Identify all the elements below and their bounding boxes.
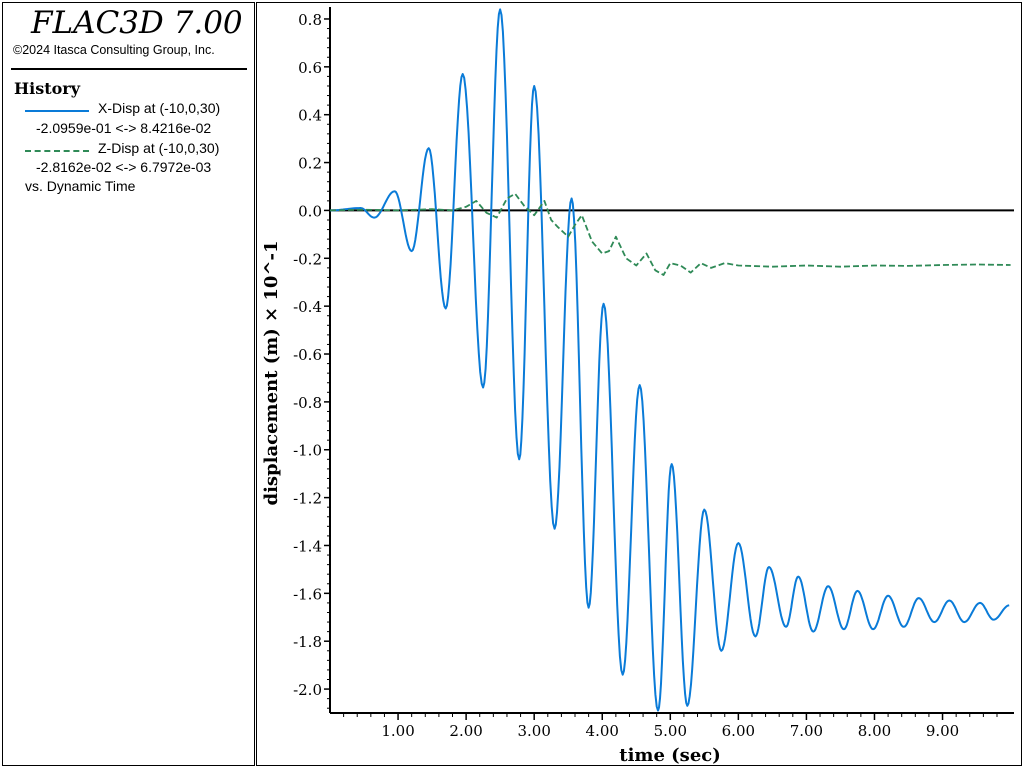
x-tick-label: 4.00	[586, 722, 619, 740]
legend-label-z-disp: Z-Disp at (-10,0,30)	[98, 140, 220, 156]
y-tick-label: -1.8	[293, 633, 322, 651]
x-tick-label: 9.00	[926, 722, 959, 740]
legend-range-z-disp: -2.8162e-02 <-> 6.7972e-03	[36, 159, 212, 175]
copyright-text: ©2024 Itasca Consulting Group, Inc.	[13, 43, 215, 57]
y-tick-label: -1.4	[293, 537, 322, 555]
series-group	[329, 8, 1011, 712]
y-tick-label: -1.2	[293, 490, 322, 508]
x-tick-label: 8.00	[858, 722, 891, 740]
legend-swatch-x-disp	[25, 110, 89, 112]
series-line-z-disp	[329, 192, 1011, 276]
x-tick-label: 6.00	[722, 722, 755, 740]
x-ticks-group: 1.00 2.00 3.00 4.00 5.00 6.00 7.00 8.00 9.00	[343, 713, 998, 740]
y-tick-label: -1.6	[293, 585, 322, 603]
legend-swatch-z-disp	[25, 150, 89, 152]
series-line-x-disp	[330, 8, 1010, 712]
legend-divider	[11, 68, 247, 70]
legend-section-title: History	[14, 79, 80, 98]
x-axis-label: time (sec)	[619, 745, 721, 765]
legend-panel: FLAC3D 7.00 ©2024 Itasca Consulting Grou…	[2, 2, 255, 766]
legend-range-x-disp: -2.0959e-01 <-> 8.4216e-02	[36, 120, 212, 136]
y-axis-label: displacement (m) × 10^-1	[261, 240, 282, 505]
y-tick-label: -2.0	[293, 681, 322, 699]
y-tick-label: -1.0	[293, 442, 322, 460]
y-tick-label: 0.0	[298, 202, 322, 220]
history-chart: 0.8 0.6 0.4 0.2 0.0 -0.2 -0.4 -0.6 -0.8 -1.0 -1.2 -…	[261, 7, 1014, 766]
y-tick-label: 0.4	[298, 107, 322, 125]
y-tick-label: -0.8	[293, 394, 322, 412]
y-tick-label: -0.2	[293, 250, 322, 268]
legend-label-x-disp: X-Disp at (-10,0,30)	[98, 100, 221, 116]
x-tick-label: 1.00	[381, 722, 414, 740]
y-tick-label: 0.2	[298, 155, 322, 173]
y-tick-label: -0.4	[293, 298, 322, 316]
axes-group	[329, 7, 1014, 714]
plot-panel: 0.8 0.6 0.4 0.2 0.0 -0.2 -0.4 -0.6 -0.8 -1.0 -1.2 -…	[256, 2, 1022, 766]
y-tick-label: -0.6	[293, 346, 322, 364]
x-tick-label: 2.00	[449, 722, 482, 740]
y-tick-label: 0.6	[298, 59, 322, 77]
y-tick-label: 0.8	[298, 11, 322, 29]
legend-footer: vs. Dynamic Time	[25, 178, 136, 194]
x-tick-label: 7.00	[790, 722, 823, 740]
y-ticks-group: 0.8 0.6 0.4 0.2 0.0 -0.2 -0.4 -0.6 -0.8 -1.0 -1.2 -…	[293, 11, 330, 709]
x-tick-label: 3.00	[517, 722, 550, 740]
app-title: FLAC3D 7.00	[31, 5, 243, 41]
x-tick-label: 5.00	[654, 722, 687, 740]
